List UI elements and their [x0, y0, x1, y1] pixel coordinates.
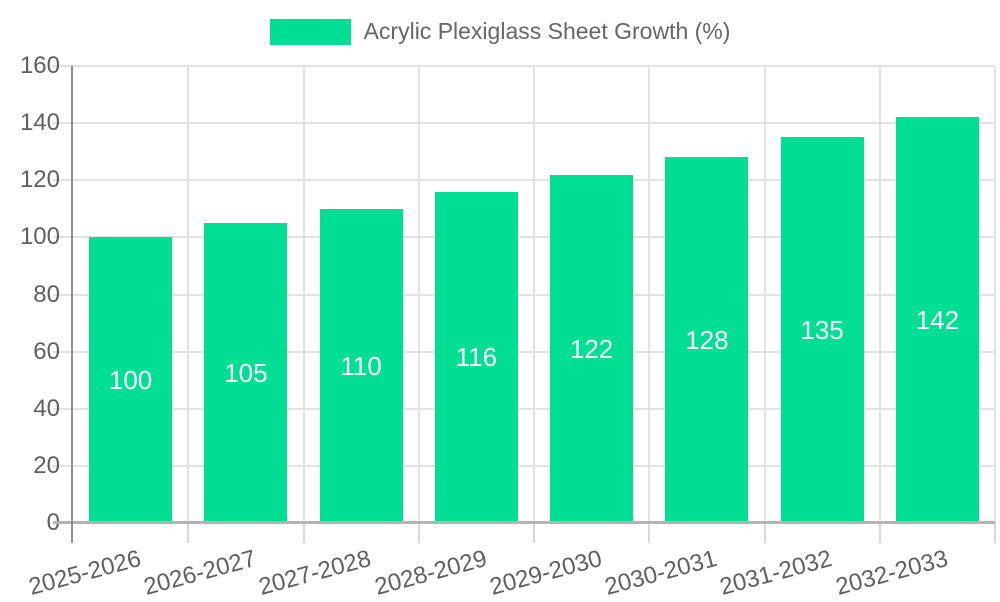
plot-area: 0204060801001201401601002025-20261052026… [20, 52, 996, 601]
x-axis-tick-label: 2027-2028 [256, 545, 375, 601]
bar-value-label: 110 [340, 350, 382, 381]
gridline-horizontal [53, 407, 995, 410]
bar[interactable] [89, 237, 173, 523]
gridline-vertical [879, 66, 881, 523]
x-axis-tick [648, 523, 650, 543]
x-axis-tick-label: 2030-2031 [602, 545, 720, 601]
bar-value-label: 142 [915, 305, 960, 336]
x-axis-tick-label: 2031-2032 [717, 545, 836, 601]
x-axis-tick-label: 2029-2030 [486, 545, 605, 601]
x-axis-tick-label: 2032-2033 [832, 545, 951, 601]
bar[interactable] [895, 117, 979, 523]
gridline-horizontal [53, 179, 995, 182]
bar-value-label: 116 [455, 342, 498, 373]
y-axis-tick-label: 80 [33, 280, 60, 308]
gridline-vertical [994, 66, 996, 523]
x-axis-tick [533, 523, 535, 543]
gridline-vertical [418, 66, 420, 523]
bar-value-label: 100 [108, 365, 153, 396]
bar-value-label: 135 [800, 315, 844, 346]
bar[interactable] [319, 208, 403, 523]
gridline-horizontal [53, 293, 995, 296]
bar-value-label: 105 [224, 358, 268, 388]
x-axis-tick [187, 523, 189, 543]
x-axis-tick-label: 2028-2029 [371, 545, 490, 601]
bar[interactable] [434, 191, 518, 523]
gridline-vertical [648, 66, 650, 523]
x-axis-line [53, 521, 995, 524]
gridline-horizontal [53, 122, 995, 125]
legend-swatch [269, 18, 351, 45]
gridline-vertical [533, 66, 535, 523]
x-axis-tick [303, 523, 305, 543]
x-axis-tick [994, 523, 996, 543]
bar[interactable] [665, 157, 749, 523]
gridline-horizontal [53, 65, 995, 67]
y-axis-tick-label: 60 [33, 337, 60, 365]
x-axis-tick [418, 523, 420, 543]
x-axis-tick [879, 523, 881, 543]
y-axis-tick-label: 120 [19, 166, 60, 194]
bar[interactable] [204, 223, 288, 523]
x-axis-tick-label: 2026-2027 [141, 545, 259, 601]
bar[interactable] [780, 137, 864, 523]
bar-value-label: 122 [569, 333, 614, 364]
gridline-horizontal [53, 236, 995, 239]
gridline-horizontal [53, 464, 995, 467]
gridline-horizontal [53, 350, 995, 353]
x-axis-tick-label: 2025-2026 [25, 545, 144, 601]
y-axis-line [71, 66, 73, 543]
y-axis-tick-label: 20 [33, 451, 60, 479]
gridline-vertical [187, 66, 189, 523]
legend-label: Acrylic Plexiglass Sheet Growth (%) [363, 18, 731, 44]
legend-item[interactable]: Acrylic Plexiglass Sheet Growth (%) [0, 18, 1000, 45]
gridline-vertical [303, 66, 305, 523]
y-axis-tick-label: 100 [19, 223, 60, 251]
y-axis-tick-label: 140 [19, 109, 60, 137]
y-axis-tick-label: 40 [33, 394, 60, 422]
gridline-vertical [764, 66, 766, 523]
y-axis-tick-label: 160 [19, 52, 60, 79]
bar[interactable] [550, 174, 634, 523]
bar-value-label: 128 [685, 325, 729, 356]
x-axis-tick [764, 523, 766, 543]
